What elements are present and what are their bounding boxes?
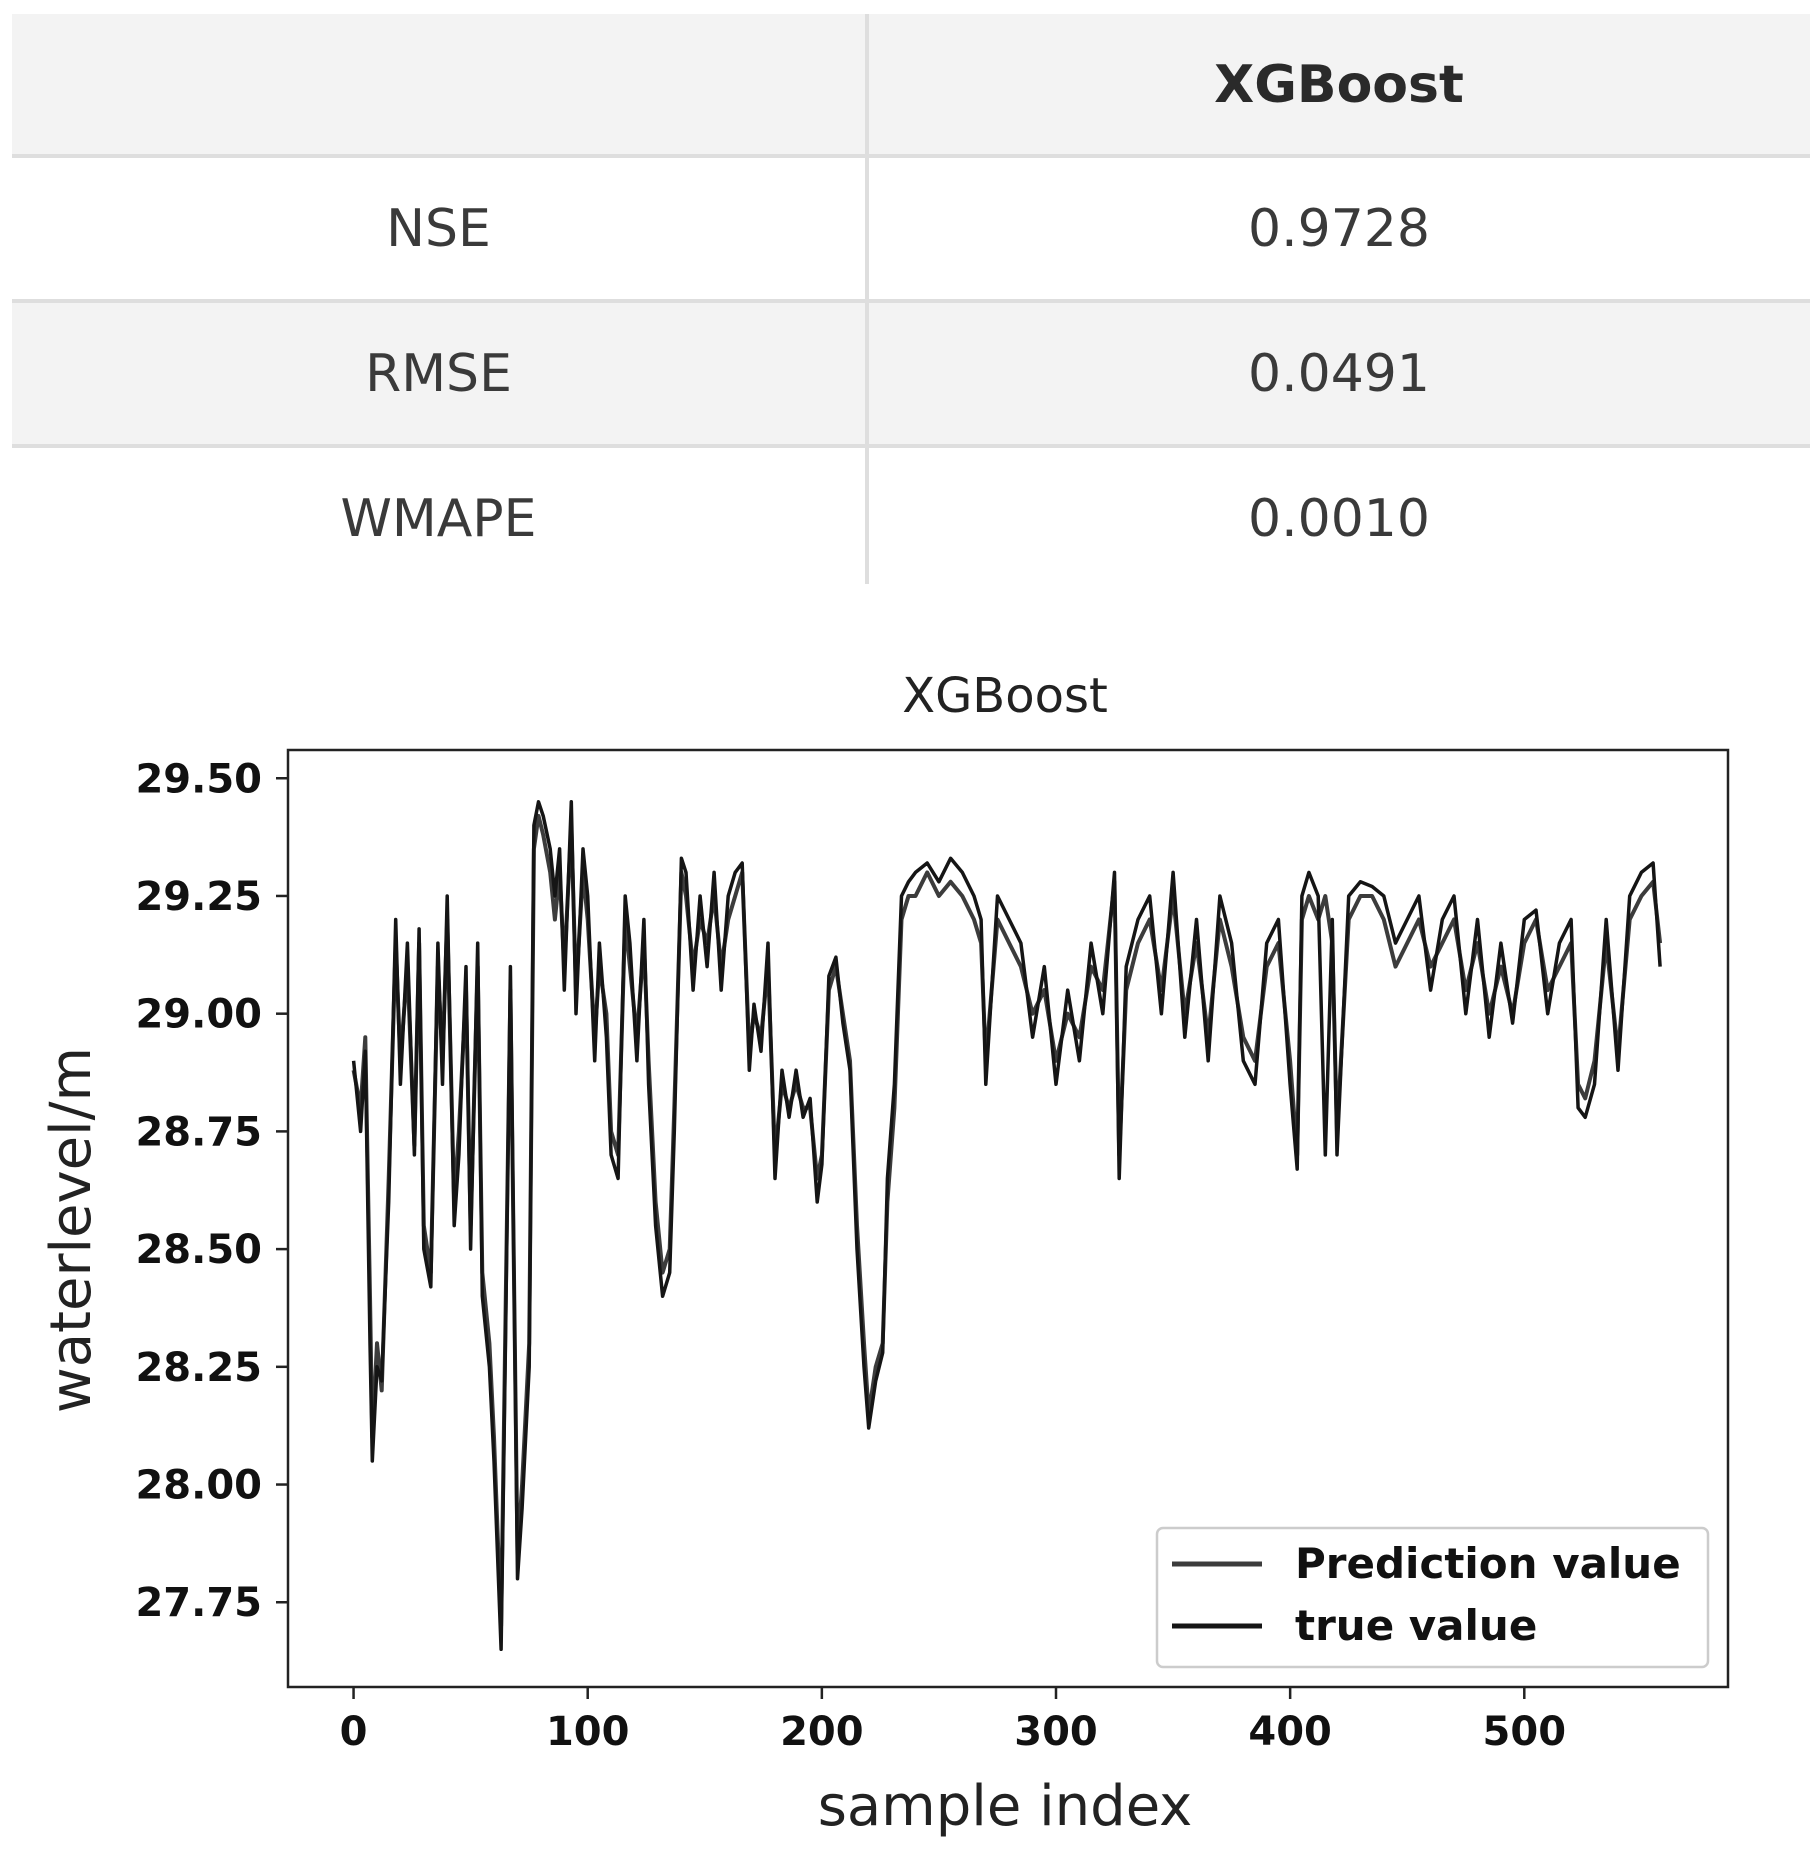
y-tick-label: 28.75 [135, 1109, 262, 1155]
table-divider [12, 444, 1810, 448]
y-axis-label: waterlevel/m [39, 1047, 104, 1413]
x-tick-label: 200 [780, 1709, 864, 1755]
metric-value-rmse: 0.0491 [1248, 344, 1430, 404]
table-row: RMSE 0.0491 [12, 303, 1810, 445]
table-divider [12, 154, 1810, 158]
legend-label-prediction: Prediction value [1295, 1539, 1681, 1588]
y-axis: 27.75 28.00 28.25 28.50 28.75 29.00 29.25 29.50 [135, 756, 288, 1626]
series-layer [351, 800, 1663, 1652]
table-header-row: XGBoost [12, 14, 1810, 156]
y-tick-label: 28.25 [135, 1345, 262, 1391]
metric-name-wmape: WMAPE [340, 489, 537, 549]
x-axis-label: sample index [818, 1774, 1193, 1839]
line-chart: XGBoost 27.75 28.00 28.25 28.50 28.75 29.00 29… [39, 668, 1730, 1839]
x-tick-label: 500 [1483, 1709, 1567, 1755]
plot-frame [286, 748, 1730, 1689]
metric-name-nse: NSE [386, 199, 491, 259]
x-tick-label: 400 [1248, 1709, 1332, 1755]
y-tick-label: 29.25 [135, 874, 262, 920]
y-tick-label: 29.50 [135, 756, 262, 802]
table-header-cell-model: XGBoost [1214, 55, 1464, 115]
chart-title: XGBoost [902, 668, 1108, 724]
table-header-cell-empty [12, 14, 865, 156]
x-axis: 0 100 200 300 400 500 [340, 1687, 1566, 1755]
table-column-divider [865, 14, 869, 584]
y-tick-label: 28.00 [135, 1463, 262, 1509]
x-tick-label: 100 [546, 1709, 630, 1755]
metric-value-nse: 0.9728 [1248, 199, 1430, 259]
metric-value-wmape: 0.0010 [1248, 489, 1430, 549]
y-tick-label: 28.50 [135, 1227, 262, 1273]
table-row: WMAPE 0.0010 [12, 448, 1810, 590]
series-line-prediction [351, 813, 1663, 1628]
x-tick-label: 0 [340, 1709, 368, 1755]
series-line-true [351, 800, 1662, 1652]
y-tick-label: 27.75 [135, 1580, 262, 1626]
metrics-table: XGBoost NSE 0.9728 RMSE 0.0491 WMAPE 0.0… [12, 14, 1810, 584]
metric-name-rmse: RMSE [365, 344, 512, 404]
table-row: NSE 0.9728 [12, 158, 1810, 300]
y-tick-label: 29.00 [135, 992, 262, 1038]
legend-box [1155, 1526, 1710, 1669]
table-divider [12, 299, 1810, 303]
legend-label-true: true value [1295, 1601, 1537, 1650]
x-tick-label: 300 [1014, 1709, 1098, 1755]
legend: Prediction value true value [1155, 1526, 1710, 1669]
